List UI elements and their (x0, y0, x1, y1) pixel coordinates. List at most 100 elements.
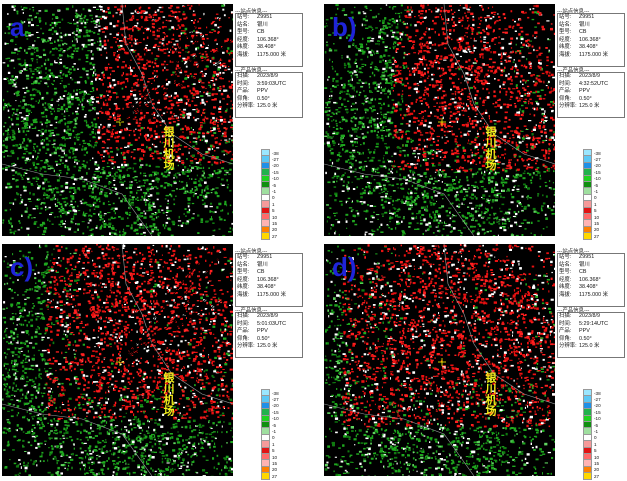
legend-label: 15 (594, 460, 600, 466)
product-info-box (557, 72, 625, 118)
product-info-value: 0.50° (579, 335, 592, 342)
airport-label: 银川机场 (162, 372, 174, 416)
site-info-value: 银川 (257, 21, 268, 28)
legend-label: 27 (272, 233, 278, 239)
site-info-row-name: 站名: 银川 (559, 262, 608, 270)
legend-label: 0 (594, 435, 597, 441)
legend-label: -15 (272, 409, 279, 415)
legend-label: -27 (594, 157, 601, 163)
site-info-row-lat: 纬度: 38.408° (559, 284, 608, 292)
site-info-value: 银川 (579, 261, 590, 268)
product-info-value: 2023/8/9 (579, 73, 600, 79)
legend-entry: 27 (261, 472, 279, 481)
legend-label: 1 (272, 441, 275, 447)
legend-entry: 27 (583, 232, 601, 241)
site-info-key: 海拔: (559, 51, 572, 58)
legend-label: -5 (272, 182, 277, 188)
legend-label: -15 (594, 169, 601, 175)
product-info-row-time: 时间: 5:29:14UTC (559, 321, 608, 329)
site-info-row-alt: 海拔: 1175.000 米 (559, 52, 608, 60)
legend-entry: 27 (583, 472, 601, 481)
product-info-value: 0.50° (579, 95, 592, 102)
product-info-value: 125.0 米 (257, 103, 278, 110)
legend-label: 10 (594, 454, 600, 460)
site-info-value: Z9951 (257, 254, 273, 260)
site-info-row-alt: 海拔: 1175.000 米 (237, 292, 286, 300)
product-info-header: ---产品信息--- (557, 68, 590, 74)
radar-velocity-map (324, 244, 555, 476)
legend-label: 5 (272, 208, 275, 214)
radar-panel-a: a 银川机场 ---站点信息--- 站号: Z9951 站名: 银川 型号: CB 经度: 106.… (2, 4, 305, 241)
site-info-row-lon: 经度: 106.368° (559, 277, 608, 285)
radar-velocity-map (324, 4, 555, 236)
product-info-value: 2023/8/9 (257, 73, 278, 79)
legend-label: 5 (594, 208, 597, 214)
site-info-header: ---站点信息--- (235, 249, 268, 255)
product-info-box (235, 72, 303, 118)
product-info-header: ---产品信息--- (235, 68, 268, 74)
site-info: 站号: Z9951 站名: 银川 型号: CB 经度: 106.368° 纬度: 38.408° 海… (237, 14, 286, 60)
site-info-key: 站号: (237, 254, 250, 260)
site-info-key: 站号: (559, 254, 572, 260)
product-info-row-res: 分辨率: 125.0 米 (559, 343, 608, 351)
airport-label: 银川机场 (162, 126, 174, 170)
product-info-key: 仰角: (237, 95, 250, 102)
product-info-key: 时间: (237, 80, 250, 87)
site-info-value: CB (579, 269, 587, 276)
legend-swatch (261, 472, 270, 481)
site-info-key: 纬度: (559, 44, 572, 51)
legend-label: -1 (272, 189, 277, 195)
product-info-row-res: 分辨率: 125.0 米 (559, 103, 608, 111)
product-info-value: 0.50° (257, 335, 270, 342)
legend-label: 0 (272, 195, 275, 201)
product-info-value: 4:32:52UTC (579, 80, 609, 87)
site-info-key: 型号: (237, 29, 250, 36)
site-info-key: 经度: (237, 36, 250, 43)
site-info-value: 38.408° (579, 284, 598, 291)
site-info-value: 1175.000 米 (579, 51, 608, 58)
legend-label: -27 (272, 397, 279, 403)
product-info-key: 时间: (237, 320, 250, 327)
site-info-key: 站名: (237, 21, 250, 28)
airport-label: 银川机场 (484, 126, 496, 170)
legend-label: 1 (272, 201, 275, 207)
product-info-row-prod: 产品: PPV (237, 88, 286, 96)
radar-panel-d: d) 银川机场 ---站点信息--- 站号: Z9951 站名: 银川 型号: CB 经度: 106… (324, 244, 627, 481)
site-info-key: 站号: (237, 14, 250, 20)
site-info-key: 型号: (559, 269, 572, 276)
site-info-key: 纬度: (559, 284, 572, 291)
site-info: 站号: Z9951 站名: 银川 型号: CB 经度: 106.368° 纬度: 38.408° 海… (559, 14, 608, 60)
site-info-row-lat: 纬度: 38.408° (237, 284, 286, 292)
product-info-row-scan: 扫描: 2023/8/9 (237, 73, 286, 81)
legend-label: 15 (272, 220, 278, 226)
site-info-key: 型号: (237, 269, 250, 276)
site-info-row-id: 站号: Z9951 (237, 14, 286, 22)
site-info-row-id: 站号: Z9951 (237, 254, 286, 262)
product-info-row-scan: 扫描: 2023/8/9 (559, 73, 608, 81)
product-info-header: ---产品信息--- (235, 308, 268, 314)
panel-letter: d) (332, 252, 357, 282)
color-legend: -38 -27 -20 -15 -10 -5 -1 0 1 5 10 15 20 27 (583, 389, 601, 481)
site-info-row-id: 站号: Z9951 (559, 14, 608, 22)
product-info-key: 分辨率: (559, 343, 577, 350)
product-info-key: 扫描: (559, 73, 572, 79)
radar-panel-c: c) 银川机场 ---站点信息--- 站号: Z9951 站名: 银川 型号: CB 经度: 106… (2, 244, 305, 481)
legend-label: -38 (594, 150, 601, 156)
site-info-row-name: 站名: 银川 (237, 262, 286, 270)
product-info-value: 125.0 米 (579, 103, 600, 110)
site-info-value: 银川 (579, 21, 590, 28)
site-info-value: 106.368° (579, 36, 601, 43)
site-info-key: 经度: (237, 276, 250, 283)
product-info-value: PPV (257, 328, 268, 335)
legend-label: -20 (272, 163, 279, 169)
site-info-row-type: 型号: CB (559, 269, 608, 277)
legend-label: -1 (594, 429, 599, 435)
product-info-key: 分辨率: (237, 343, 255, 350)
legend-label: 27 (594, 233, 600, 239)
product-info-key: 时间: (559, 80, 572, 87)
product-info-row-res: 分辨率: 125.0 米 (237, 103, 286, 111)
product-info-row-time: 时间: 4:32:52UTC (559, 81, 608, 89)
product-info-value: 2023/8/9 (257, 313, 278, 319)
site-info-value: Z9951 (579, 254, 595, 260)
product-info-row-prod: 产品: PPV (237, 328, 286, 336)
